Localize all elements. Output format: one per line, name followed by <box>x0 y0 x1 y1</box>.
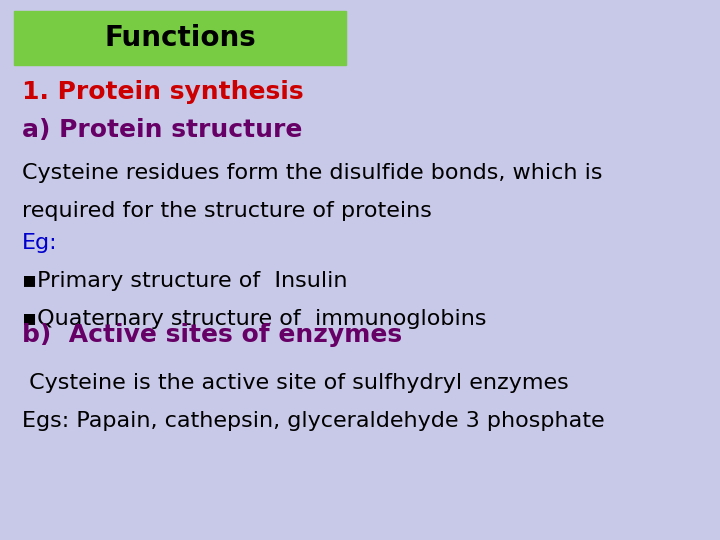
Text: required for the structure of proteins: required for the structure of proteins <box>22 200 431 221</box>
Text: 1. Protein synthesis: 1. Protein synthesis <box>22 80 303 104</box>
Text: ▪Primary structure of  Insulin: ▪Primary structure of Insulin <box>22 271 347 291</box>
Text: Cysteine residues form the disulfide bonds, which is: Cysteine residues form the disulfide bon… <box>22 163 602 183</box>
Text: ▪Quaternary structure of  immunoglobins: ▪Quaternary structure of immunoglobins <box>22 308 486 329</box>
Text: b)  Active sites of enzymes: b) Active sites of enzymes <box>22 323 402 347</box>
FancyBboxPatch shape <box>14 11 346 65</box>
Text: Cysteine is the active site of sulfhydryl enzymes: Cysteine is the active site of sulfhydry… <box>22 373 568 394</box>
Text: Egs: Papain, cathepsin, glyceraldehyde 3 phosphate: Egs: Papain, cathepsin, glyceraldehyde 3… <box>22 411 604 431</box>
Text: Eg:: Eg: <box>22 233 57 253</box>
Text: a) Protein structure: a) Protein structure <box>22 118 302 141</box>
Text: Functions: Functions <box>104 24 256 52</box>
